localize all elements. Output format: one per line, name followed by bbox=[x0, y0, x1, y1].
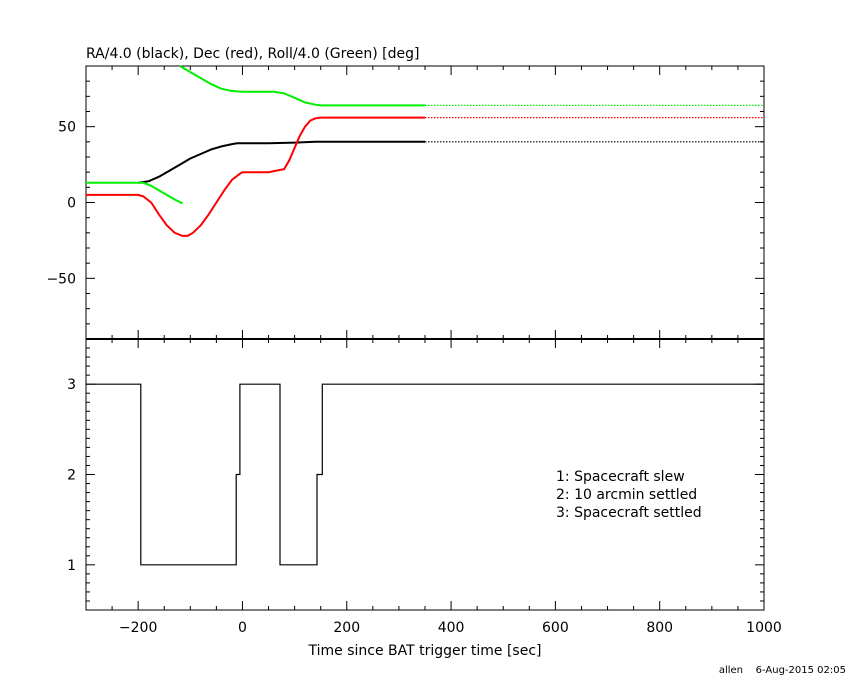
x-axis-label: Time since BAT trigger time [sec] bbox=[308, 643, 542, 659]
series-line-ra-4-0 bbox=[138, 140, 425, 184]
top-ytick-label: 0 bbox=[67, 196, 76, 212]
legend-entry-10-arcmin: 2: 10 arcmin settled bbox=[556, 487, 697, 503]
bottom-ytick-label: 3 bbox=[67, 377, 76, 393]
legend-entry-settled: 3: Spacecraft settled bbox=[556, 505, 702, 521]
footer-stamp: allen 6-Aug-2015 02:05 bbox=[719, 665, 846, 676]
bottom-chart-ticks bbox=[85, 338, 765, 611]
series-line-roll-4-0 bbox=[179, 65, 425, 107]
bottom-ytick-label: 2 bbox=[67, 468, 76, 484]
bottom-chart-xtick-labels: −200 0 200 400 600 800 1000 bbox=[119, 620, 782, 636]
series-line-roll-4-0 bbox=[86, 181, 183, 205]
bottom-chart-legend: 1: Spacecraft slew 2: 10 arcmin settled … bbox=[556, 469, 702, 521]
top-ytick-label: 50 bbox=[58, 120, 76, 136]
xtick-label: 0 bbox=[238, 620, 247, 636]
top-chart-series bbox=[86, 65, 764, 237]
top-chart-title: RA/4.0 (black), Dec (red), Roll/4.0 (Gre… bbox=[86, 46, 419, 62]
bottom-ytick-label: 1 bbox=[67, 558, 76, 574]
series-line-dec bbox=[86, 116, 425, 237]
footer-user: allen bbox=[719, 665, 743, 676]
bottom-chart-series bbox=[86, 383, 764, 566]
xtick-label: −200 bbox=[119, 620, 157, 636]
xtick-label: 1000 bbox=[746, 620, 782, 636]
top-chart-frame bbox=[85, 65, 765, 340]
bottom-chart-ytick-labels: 1 2 3 bbox=[67, 377, 76, 574]
footer-date: 6-Aug-2015 02:05 bbox=[756, 665, 846, 676]
xtick-label: 800 bbox=[646, 620, 673, 636]
top-chart-ytick-labels: −50 0 50 bbox=[46, 120, 76, 288]
xtick-label: 400 bbox=[438, 620, 465, 636]
top-ytick-label: −50 bbox=[46, 271, 76, 287]
legend-entry-slew: 1: Spacecraft slew bbox=[556, 469, 685, 485]
settling-status-line bbox=[86, 383, 764, 566]
xtick-label: 600 bbox=[542, 620, 569, 636]
top-chart-ticks bbox=[85, 65, 765, 340]
xtick-label: 200 bbox=[333, 620, 360, 636]
